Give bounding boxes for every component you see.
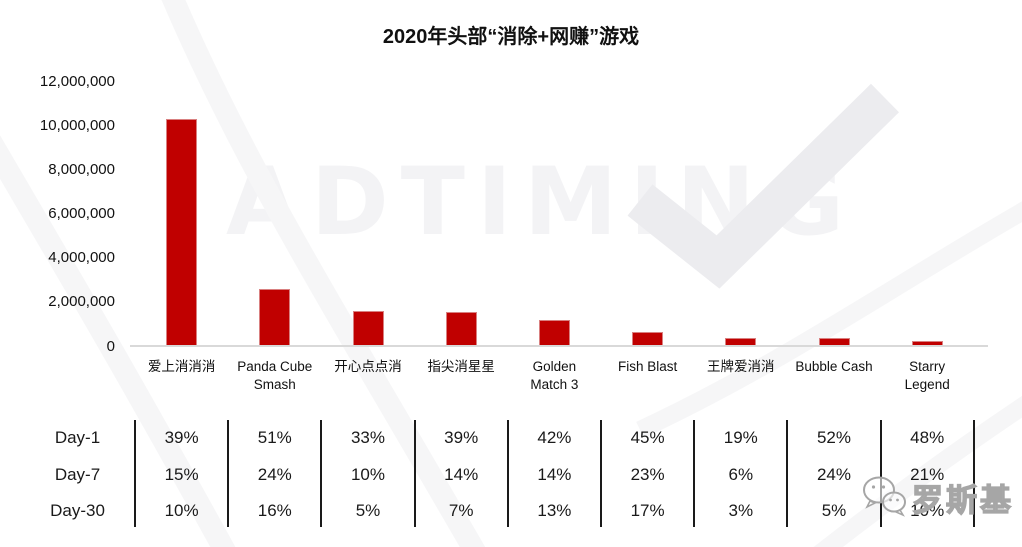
table-cell-r0-c4: 42% bbox=[537, 428, 572, 447]
table-cell-r0-c5: 45% bbox=[630, 428, 665, 447]
bar-2 bbox=[352, 310, 384, 346]
chart-title: 2020年头部“消除+网赚”游戏 bbox=[382, 26, 640, 48]
bar-3 bbox=[445, 311, 477, 346]
bar-1 bbox=[259, 288, 291, 346]
bar-0 bbox=[166, 118, 198, 346]
social-watermark: 罗斯基 bbox=[860, 474, 1014, 520]
x-label-3: 指尖消星星 bbox=[427, 359, 495, 374]
table-divider-6 bbox=[693, 420, 696, 527]
table-cell-r0-c1: 51% bbox=[257, 428, 292, 447]
y-tick-label-4: 8,000,000 bbox=[48, 160, 115, 178]
y-tick-label-3: 6,000,000 bbox=[48, 205, 115, 222]
table-divider-7 bbox=[786, 420, 789, 527]
table-cell-r1-c4: 14% bbox=[537, 464, 572, 484]
table-cell-r1-c6: 6% bbox=[728, 464, 754, 484]
x-label-1: Panda Cube Smash bbox=[237, 359, 313, 392]
table-cell-r2-c4: 13% bbox=[537, 501, 572, 520]
table-cell-r2-c2: 5% bbox=[355, 501, 381, 520]
table-divider-3 bbox=[413, 420, 416, 527]
table-divider-4 bbox=[506, 420, 509, 527]
table-cell-r2-c5: 17% bbox=[630, 501, 665, 520]
table-divider-0 bbox=[134, 420, 136, 527]
table-cell-r0-c8: 48% bbox=[910, 428, 945, 447]
table-cell-r0-c2: 33% bbox=[350, 428, 385, 447]
table-divider-2 bbox=[320, 420, 323, 527]
wechat-icon bbox=[863, 476, 906, 517]
table-cell-r2-c1: 16% bbox=[257, 501, 292, 520]
bar-4 bbox=[538, 319, 570, 346]
y-tick-label-1: 2,000,000 bbox=[48, 293, 115, 311]
x-label-2: 开心点点消 bbox=[334, 359, 402, 374]
bar-5 bbox=[632, 332, 664, 346]
table-cell-r0-c6: 19% bbox=[723, 428, 758, 447]
table-row-label-2: Day-30 bbox=[50, 501, 105, 520]
x-label-4: Golden Match 3 bbox=[530, 359, 579, 392]
table-divider-1 bbox=[227, 420, 230, 527]
x-label-0: 爱上消消消 bbox=[147, 359, 216, 374]
table-cell-r0-c0: 39% bbox=[164, 428, 199, 447]
table-cell-r2-c6: 3% bbox=[728, 501, 754, 520]
y-tick-label-0: 0 bbox=[106, 337, 115, 355]
table-cell-r2-c0: 10% bbox=[164, 501, 199, 520]
table-cell-r0-c7: 52% bbox=[816, 428, 851, 447]
table-cell-r0-c3: 39% bbox=[444, 428, 479, 447]
y-tick-label-5: 10,000,000 bbox=[39, 116, 115, 134]
x-label-8: Starry Legend bbox=[904, 359, 950, 392]
table-cell-r1-c0: 15% bbox=[164, 464, 199, 484]
table-cell-r1-c2: 10% bbox=[350, 464, 385, 484]
x-label-7: Bubble Cash bbox=[795, 359, 873, 374]
x-label-5: Fish Blast bbox=[617, 359, 678, 374]
x-axis-line bbox=[130, 345, 988, 347]
x-label-6: 王牌爱消消 bbox=[707, 359, 775, 374]
table-cell-r2-c3: 7% bbox=[448, 501, 474, 520]
social-watermark-text: 罗斯基 bbox=[911, 482, 1014, 519]
table-row-label-0: Day-1 bbox=[54, 428, 101, 447]
adtiming-brand-watermark: ADTIMING bbox=[226, 148, 857, 257]
table-cell-r1-c1: 24% bbox=[257, 464, 292, 484]
table-row-label-1: Day-7 bbox=[54, 464, 101, 484]
table-divider-5 bbox=[600, 420, 602, 527]
table-cell-r1-c5: 23% bbox=[630, 464, 665, 484]
table-cell-r1-c3: 14% bbox=[444, 464, 479, 484]
y-tick-label-6: 12,000,000 bbox=[39, 72, 115, 90]
y-tick-label-2: 4,000,000 bbox=[48, 249, 115, 267]
